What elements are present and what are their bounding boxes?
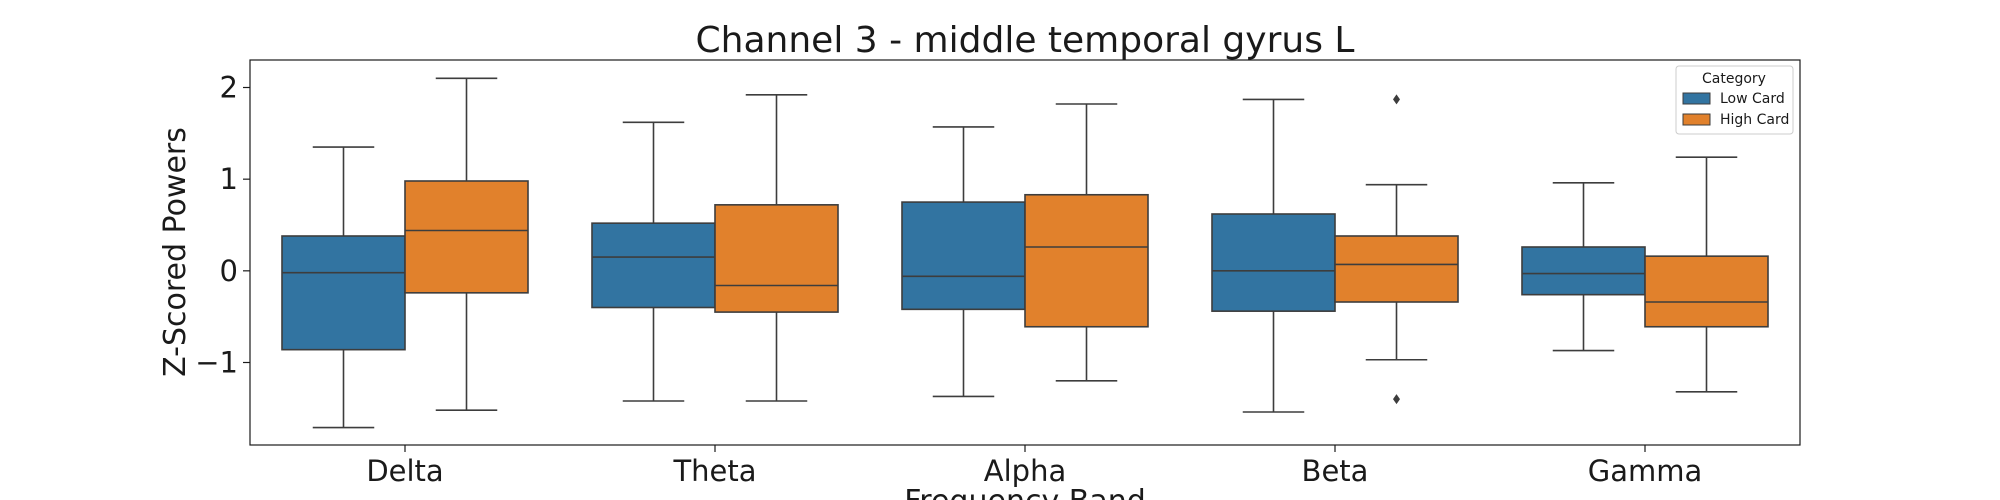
box-theta-low-card (591, 121, 716, 402)
y-tick-label-2: 1 (220, 162, 238, 196)
x-axis-ticks: Delta Theta Alpha Beta Gamma (366, 445, 1702, 488)
x-tick-label-gamma: Gamma (1588, 454, 1703, 488)
outlier-beta-high-card-0 (1393, 94, 1400, 105)
box-gamma-low-card (1521, 182, 1646, 352)
y-tick-label-1: 0 (220, 254, 238, 288)
plot-marks (281, 77, 1769, 429)
legend-label-high-card: High Card (1720, 112, 1789, 128)
box-beta-low-card (1211, 98, 1336, 413)
y-tick-label-0: −1 (195, 346, 238, 380)
box-body-theta-low-card (591, 222, 716, 309)
outlier-beta-high-card-1 (1393, 394, 1400, 405)
box-beta-high-card (1334, 94, 1459, 405)
x-tick-label-theta: Theta (672, 454, 756, 488)
box-theta-high-card (714, 94, 839, 402)
box-body-beta-high-card (1334, 235, 1459, 303)
legend-title: Category (1702, 71, 1766, 87)
box-body-gamma-low-card (1521, 246, 1646, 296)
x-tick-label-alpha: Alpha (984, 454, 1066, 488)
box-body-delta-low-card (281, 235, 406, 351)
box-delta-high-card (404, 77, 529, 411)
x-tick-label-delta: Delta (366, 454, 443, 488)
box-alpha-high-card (1024, 103, 1149, 382)
box-body-alpha-high-card (1024, 193, 1149, 328)
box-body-gamma-high-card (1644, 255, 1769, 328)
y-axis-label: Z-Scored Powers (158, 127, 193, 377)
x-axis-label: Frequency Band (904, 484, 1146, 500)
chart-title: Channel 3 - middle temporal gyrus L (696, 20, 1355, 61)
box-gamma-high-card (1644, 156, 1769, 393)
legend-label-low-card: Low Card (1720, 91, 1785, 107)
x-tick-label-beta: Beta (1302, 454, 1369, 488)
box-body-delta-high-card (404, 180, 529, 294)
box-delta-low-card (281, 146, 406, 429)
legend: Category Low Card High Card (1675, 65, 1794, 135)
box-alpha-low-card (901, 126, 1026, 398)
legend-swatch-high-card (1682, 113, 1711, 126)
box-body-alpha-low-card (901, 201, 1026, 311)
legend-swatch-low-card (1682, 92, 1711, 105)
y-axis-ticks: −1 0 1 2 (195, 71, 250, 380)
box-body-beta-low-card (1211, 213, 1336, 312)
y-tick-label-3: 2 (220, 71, 238, 105)
box-body-theta-high-card (714, 204, 839, 313)
